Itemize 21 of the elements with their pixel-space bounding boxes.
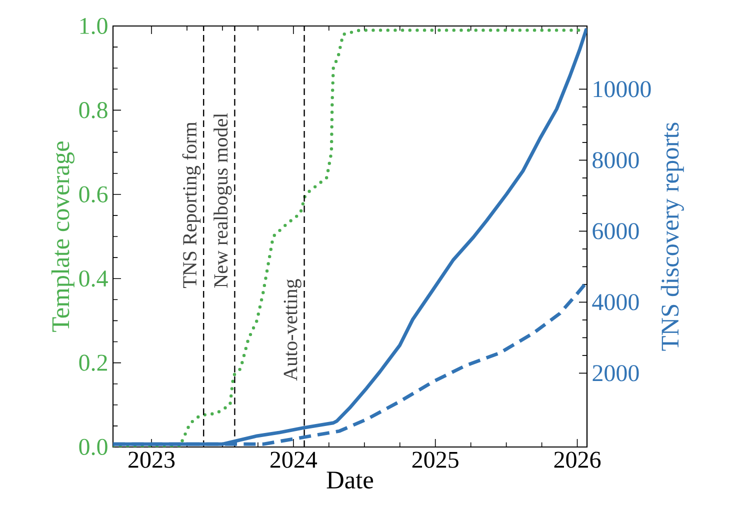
y2-tick-label: 6000 <box>592 223 639 240</box>
y-tick-label: 0.4 <box>79 270 108 287</box>
x-tick-label: 2025 <box>412 452 458 468</box>
y-tick-label: 0.6 <box>79 186 108 203</box>
x-axis-title: Date <box>326 472 374 489</box>
y-tick-label: 0.8 <box>79 102 108 118</box>
y-tick-label: 0.0 <box>79 438 108 456</box>
y2-tick-label: 4000 <box>592 294 639 310</box>
y2-tick-label: 8000 <box>592 152 639 168</box>
ref-line-label: TNS Reporting form <box>182 122 201 288</box>
y2-tick-label: 2000 <box>592 365 639 382</box>
y-tick-label: 0.2 <box>79 354 107 371</box>
ref-line-label: New realbogus model <box>214 113 232 288</box>
ref-line-label: Auto-vetting <box>284 279 302 381</box>
x-tick-label: 2023 <box>128 452 175 468</box>
y-axis-title: Template coverage <box>51 142 74 332</box>
y-tick-label: 1.0 <box>80 18 108 34</box>
x-tick-label: 2024 <box>270 452 318 468</box>
x-tick-label: 2026 <box>554 452 601 468</box>
y2-axis-title: TNS discovery reports <box>660 122 684 351</box>
y2-tick-label: 10000 <box>594 81 651 98</box>
